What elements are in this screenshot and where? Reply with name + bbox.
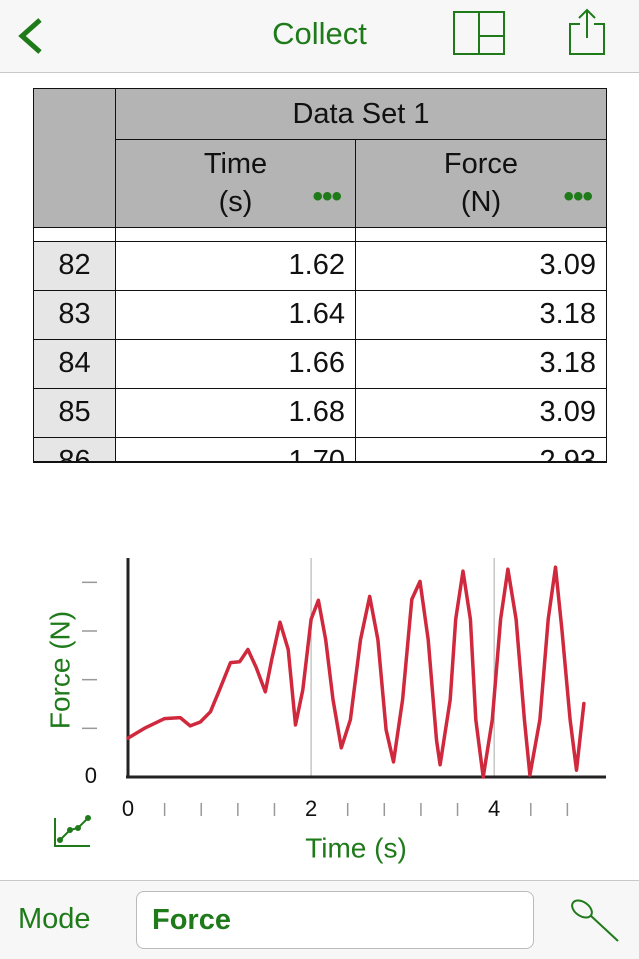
- corner-cell: [33, 88, 116, 228]
- cell-value: 1.64: [115, 290, 356, 340]
- cut-row: [355, 227, 607, 242]
- column-header[interactable]: Force (N) •••: [355, 139, 607, 228]
- column-unit: (s): [218, 186, 253, 218]
- cell-value: 3.18: [355, 290, 607, 340]
- header-title: Collect: [272, 16, 367, 51]
- data-table: Data Set 1 Time (s) ••• Force (N) ••• 82 1.62…: [33, 88, 607, 463]
- cell-value: 2.93: [355, 437, 607, 461]
- chart: Force (N) Time (s) 0 2 4 0: [44, 558, 606, 863]
- column-header[interactable]: Time (s) •••: [115, 139, 356, 228]
- column-name: Time: [203, 148, 268, 180]
- data-line: [126, 565, 586, 779]
- header: Collect: [0, 0, 639, 73]
- mode-label[interactable]: Mode: [18, 903, 91, 935]
- x-axis-label: Time (s): [305, 832, 407, 863]
- cut-row: [115, 227, 356, 242]
- cell-value: 1.62: [115, 241, 356, 291]
- cut-row: [33, 227, 116, 242]
- tool-button[interactable]: [568, 897, 624, 947]
- x-tick-label: 2: [305, 796, 317, 821]
- column-unit: (N): [460, 186, 502, 218]
- cell-value: 1.66: [115, 339, 356, 389]
- column-name: Force: [443, 148, 519, 180]
- cell-value: 1.70: [115, 437, 356, 461]
- share-button[interactable]: [566, 6, 610, 58]
- row-number: 83: [33, 290, 116, 340]
- cell-value: 3.09: [355, 241, 607, 291]
- row-number: 86: [33, 437, 116, 461]
- row-number: 85: [33, 388, 116, 438]
- group-header: Data Set 1: [115, 88, 607, 140]
- y-axis-label: Force (N): [44, 611, 75, 729]
- y-tick-label: 0: [85, 763, 97, 788]
- back-button[interactable]: [14, 16, 46, 56]
- mode-field[interactable]: Force: [136, 891, 534, 949]
- x-tick-label: 4: [488, 796, 500, 821]
- layout-button[interactable]: [452, 10, 508, 56]
- column-menu[interactable]: •••: [312, 180, 341, 213]
- graph-options-icon[interactable]: [54, 815, 91, 847]
- cell-value: 1.68: [115, 388, 356, 438]
- column-menu[interactable]: •••: [563, 180, 592, 213]
- row-number: 84: [33, 339, 116, 389]
- cell-value: 3.18: [355, 339, 607, 389]
- bottom-bar: Mode Force: [0, 880, 639, 959]
- cell-value: 3.09: [355, 388, 607, 438]
- x-tick-label: 0: [122, 796, 134, 821]
- table-body: 82 1.62 3.09 83 1.64 3.18 84 1.66 3.18 85 1.68 3.09…: [33, 227, 607, 463]
- row-number: 82: [33, 241, 116, 291]
